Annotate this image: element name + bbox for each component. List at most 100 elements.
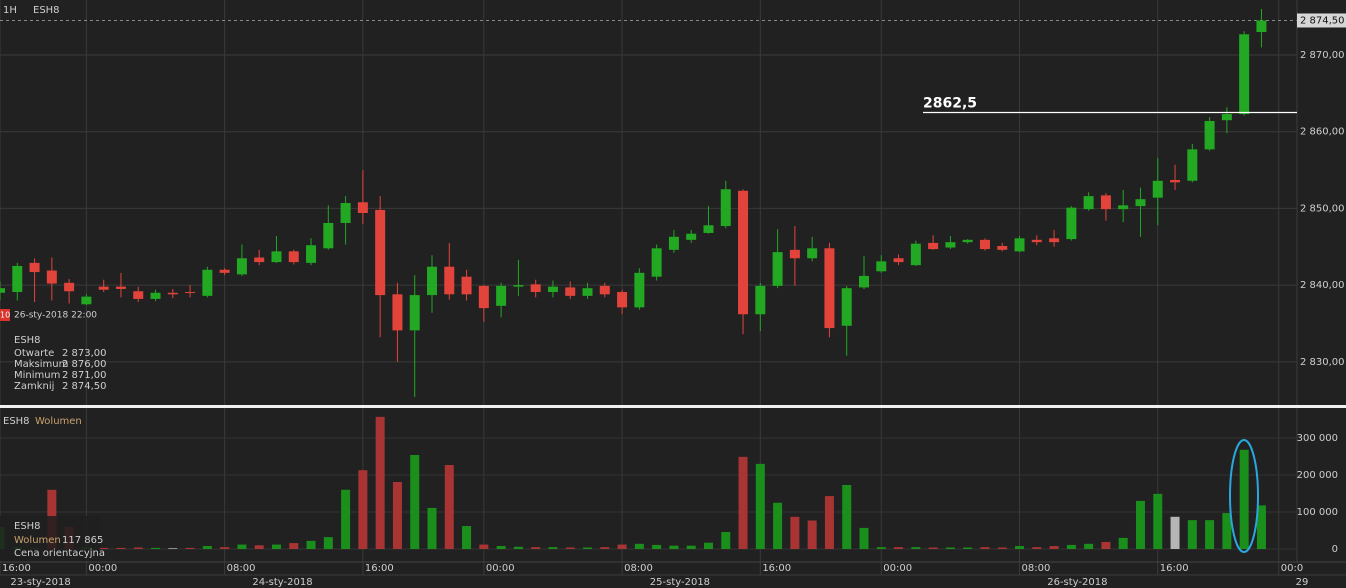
candle-body — [1187, 149, 1198, 181]
candle-body — [81, 296, 92, 305]
volume-bar — [1049, 546, 1059, 549]
volume-bar — [462, 526, 472, 549]
date-label: 25-sty-2018 — [650, 577, 710, 588]
volume-bar — [686, 545, 696, 549]
candle-body — [513, 285, 524, 287]
x-tick-label: 00:00 — [88, 563, 117, 574]
candle-body — [859, 275, 869, 288]
volume-bar — [151, 547, 161, 549]
volume-title: Wolumen — [35, 416, 82, 427]
candle-body — [1014, 238, 1025, 252]
candle-body — [1083, 196, 1094, 210]
candle-body — [64, 282, 75, 292]
volume-bar — [1135, 500, 1145, 549]
interval: 1H — [3, 5, 17, 16]
overlay: 16:00 00:00 08:00 16:00 00:00 08:00 16:00 00:00… — [0, 13, 1346, 588]
x-tick-label: 08:00 — [1022, 563, 1051, 574]
volume-bar — [807, 520, 817, 549]
x-tick-label: 16:00 — [2, 563, 31, 574]
candle-body — [357, 202, 368, 214]
volume-bar — [306, 540, 316, 549]
volume-bar — [202, 546, 212, 549]
candle-body — [1135, 199, 1146, 207]
y-tick-label: 100 000 — [1297, 507, 1338, 518]
date-label: 24-sty-2018 — [252, 577, 312, 588]
candle-body — [375, 209, 386, 296]
volume-bar — [496, 546, 506, 549]
y-tick-label: 200 000 — [1297, 470, 1338, 481]
volume-bar — [669, 545, 679, 549]
candle-body — [1239, 34, 1250, 115]
x-tick-label: 16:00 — [1160, 563, 1189, 574]
volume-bar — [444, 464, 454, 549]
volume-legend-symbol: ESH8 — [14, 521, 41, 532]
volume-symbol: ESH8 — [3, 416, 30, 427]
x-tick-label: 16:00 — [762, 563, 791, 574]
volume-legend-value: 117 865 — [62, 535, 103, 546]
x-tick-label: 00:0 — [1281, 563, 1303, 574]
candle-body — [409, 295, 420, 331]
x-tick-label: 00:00 — [486, 563, 515, 574]
date-label: 29 — [1296, 577, 1309, 588]
volume-bar — [617, 544, 627, 549]
candle-body — [1049, 238, 1060, 243]
volume-bar — [271, 544, 281, 549]
annotation-label: 2862,5 — [923, 96, 977, 112]
volume-bar — [375, 416, 385, 549]
volume-bar — [755, 463, 765, 549]
crosshair-date: 26-sty-2018 22:00 — [14, 311, 97, 321]
candle-body — [910, 243, 921, 266]
candle-body — [807, 248, 818, 259]
candle-body — [547, 286, 558, 293]
volume-bar — [703, 542, 713, 549]
candle-body — [738, 190, 749, 315]
volume-bar — [859, 527, 869, 549]
volume-bar — [1170, 516, 1180, 549]
x-tick-label: 08:00 — [624, 563, 653, 574]
candle-body — [841, 288, 852, 326]
volume-bar — [911, 547, 921, 549]
volume-bar — [99, 547, 109, 549]
candle-body — [323, 222, 334, 249]
volume-bar — [1032, 547, 1042, 549]
volume-bar — [1084, 543, 1094, 549]
volume-bar — [790, 516, 800, 549]
candle-body — [133, 291, 144, 299]
candle-body — [1066, 207, 1077, 240]
volume-bar — [600, 547, 610, 549]
volume-bar — [531, 547, 541, 549]
candle-body — [789, 249, 800, 259]
candle-body — [306, 245, 317, 263]
legend-value: 2 876,00 — [62, 359, 107, 370]
volume-bar — [876, 547, 886, 549]
crosshair-tag-label: 10 — [0, 311, 10, 320]
candle-body — [461, 276, 472, 295]
volume-bar — [1222, 513, 1232, 549]
volume-bar — [842, 484, 852, 549]
x-tick-label: 00:00 — [883, 563, 912, 574]
date-label: 23-sty-2018 — [10, 577, 70, 588]
volume-bar — [392, 482, 402, 549]
candle-body — [150, 292, 161, 299]
volume-bar — [358, 470, 368, 549]
last-price-tag — [1297, 13, 1346, 28]
volume-bar — [997, 547, 1007, 549]
volume-bar — [341, 489, 351, 549]
volume-bar — [894, 547, 904, 549]
crosshair-tag — [0, 309, 10, 321]
volume-bar — [116, 547, 126, 549]
volume-bar — [1015, 546, 1025, 549]
candle-body — [288, 251, 299, 263]
candle-body — [236, 258, 247, 275]
volume-bar — [721, 531, 731, 549]
candle-body — [1031, 239, 1042, 243]
candle-body — [979, 239, 990, 250]
legend-label: Zamknij — [14, 381, 54, 392]
volume-bar — [237, 544, 247, 549]
volume-bar — [1153, 493, 1163, 549]
volume-bar — [168, 548, 178, 549]
volume-bar — [773, 502, 783, 549]
candle-body — [1221, 114, 1232, 121]
